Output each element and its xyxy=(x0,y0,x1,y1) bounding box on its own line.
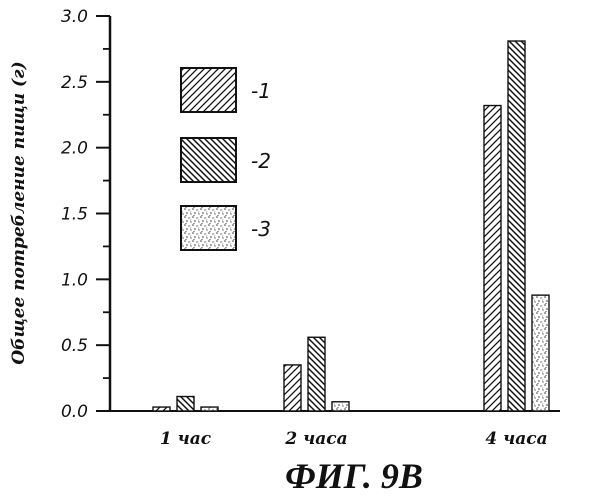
bar-3-1 xyxy=(201,407,218,411)
x-tick-label: 2 часа xyxy=(284,429,347,449)
y-tick-label: 0.5 xyxy=(61,336,88,356)
legend-label-2: -2 xyxy=(251,149,271,173)
x-tick-label: 4 часа xyxy=(485,429,547,449)
bar-2-1 xyxy=(177,397,194,411)
legend-label-3: -3 xyxy=(251,217,271,241)
x-axis-labels: 1 час 2 часа 4 часа xyxy=(160,429,548,449)
bar-2-2 xyxy=(308,337,325,411)
x-tick-label: 1 час xyxy=(160,429,212,449)
y-axis-label: Общее потребление пищи (г) xyxy=(9,61,29,364)
bar-2-3 xyxy=(508,41,525,411)
bar-1-3 xyxy=(484,106,501,411)
legend-swatch-2 xyxy=(181,138,236,182)
y-tick-label: 0.0 xyxy=(61,402,88,422)
legend: -1 -2 -3 xyxy=(181,68,271,250)
bar-3-2 xyxy=(332,402,349,411)
y-tick-label: 2.5 xyxy=(61,73,88,93)
bar-1-1 xyxy=(153,407,170,411)
y-tick-label: 1.5 xyxy=(61,205,88,225)
bar-1-2 xyxy=(284,365,301,411)
y-tick-label: 3.0 xyxy=(61,7,88,27)
bar-3-3 xyxy=(532,295,549,411)
legend-swatch-1 xyxy=(181,68,236,112)
y-tick-label: 2.0 xyxy=(61,139,88,159)
y-tick-label: 1.0 xyxy=(61,270,88,290)
legend-label-1: -1 xyxy=(251,79,271,103)
figure-caption: ФИГ. 9B xyxy=(285,456,423,496)
legend-swatch-3 xyxy=(181,206,236,250)
